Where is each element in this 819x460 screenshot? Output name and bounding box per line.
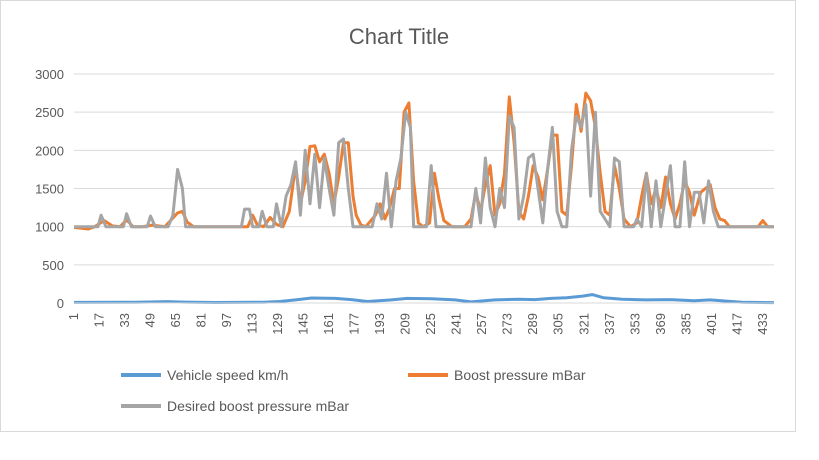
y-tick-label: 2000: [35, 143, 64, 158]
y-tick-label: 500: [42, 258, 64, 273]
x-tick-label: 321: [576, 313, 591, 335]
x-tick-label: 433: [755, 313, 770, 335]
x-tick-label: 257: [474, 313, 489, 335]
y-tick-label: 1000: [35, 220, 64, 235]
x-tick-label: 81: [194, 313, 209, 327]
y-axis: 0 500 1000 1500 2000 2500 3000: [35, 67, 64, 311]
y-tick-label: 0: [57, 296, 64, 311]
x-tick-label: 129: [270, 313, 285, 335]
x-tick-label: 49: [143, 313, 158, 327]
legend-label: Boost pressure mBar: [454, 367, 586, 383]
legend-label: Desired boost pressure mBar: [167, 398, 349, 414]
x-tick-label: 17: [92, 313, 107, 327]
x-tick-label: 417: [729, 313, 744, 335]
x-tick-label: 369: [653, 313, 668, 335]
x-axis: 1 17 33 49 65 81 97 113 129 145 161 177 193 209 225 241…: [66, 302, 774, 335]
series-line: [73, 293, 775, 305]
x-tick-label: 193: [372, 313, 387, 335]
series-line: [73, 91, 774, 231]
x-tick-label: 289: [525, 313, 540, 335]
x-tick-label: 337: [602, 313, 617, 335]
chart-title: Chart Title: [349, 24, 449, 49]
legend: Vehicle speed km/h Boost pressure mBar Des…: [121, 367, 586, 414]
x-tick-label: 33: [117, 313, 132, 327]
x-tick-label: 177: [347, 313, 362, 335]
plot-series: [73, 91, 775, 305]
x-tick-label: 209: [398, 313, 413, 335]
x-tick-label: 97: [219, 313, 234, 327]
x-tick-label: 305: [551, 313, 566, 335]
chart-svg: Chart Title 0 500 1000 1500 2000 2500 3000 1 17…: [35, 24, 775, 414]
legend-label: Vehicle speed km/h: [167, 367, 288, 383]
chart-area: Chart Title 0 500 1000 1500 2000 2500 3000 1 17…: [0, 0, 796, 432]
x-tick-label: 385: [678, 313, 693, 335]
x-tick-label: 65: [168, 313, 183, 327]
series-line: [74, 103, 774, 229]
x-tick-label: 353: [627, 313, 642, 335]
y-tick-label: 2500: [35, 105, 64, 120]
x-tick-label: 145: [296, 313, 311, 335]
x-tick-label: 1: [66, 313, 81, 320]
x-tick-label: 273: [500, 313, 515, 335]
y-tick-label: 3000: [35, 67, 64, 82]
y-tick-label: 1500: [35, 182, 64, 197]
x-tick-label: 161: [321, 313, 336, 335]
x-tick-label: 401: [704, 313, 719, 335]
x-tick-label: 113: [245, 313, 260, 334]
x-tick-label: 241: [449, 313, 464, 335]
x-tick-label: 225: [423, 313, 438, 335]
